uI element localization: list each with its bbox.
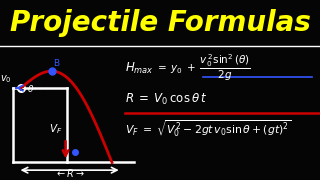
Text: $V_F$: $V_F$ bbox=[49, 122, 63, 136]
Text: $R \; = \; V_0 \, \cos\theta \, t$: $R \; = \; V_0 \, \cos\theta \, t$ bbox=[125, 91, 207, 107]
Text: $= \; y_0 \; + \; \dfrac{v_0^{\,2} \sin^2(\theta)}{2g}$: $= \; y_0 \; + \; \dfrac{v_0^{\,2} \sin^… bbox=[155, 53, 251, 83]
Text: $V_F \; = \; \sqrt{V_0^{\,2} - 2gt\,v_0\sin\theta + (gt)^2}$: $V_F \; = \; \sqrt{V_0^{\,2} - 2gt\,v_0\… bbox=[125, 118, 291, 139]
Text: B: B bbox=[53, 59, 59, 68]
Text: Projectile Formulas: Projectile Formulas bbox=[10, 9, 310, 37]
Text: $v_0$: $v_0$ bbox=[0, 73, 12, 85]
Text: $\theta$: $\theta$ bbox=[27, 83, 35, 94]
Text: $H_{max}$: $H_{max}$ bbox=[125, 61, 154, 76]
Text: $\leftarrow R \rightarrow$: $\leftarrow R \rightarrow$ bbox=[55, 167, 85, 179]
